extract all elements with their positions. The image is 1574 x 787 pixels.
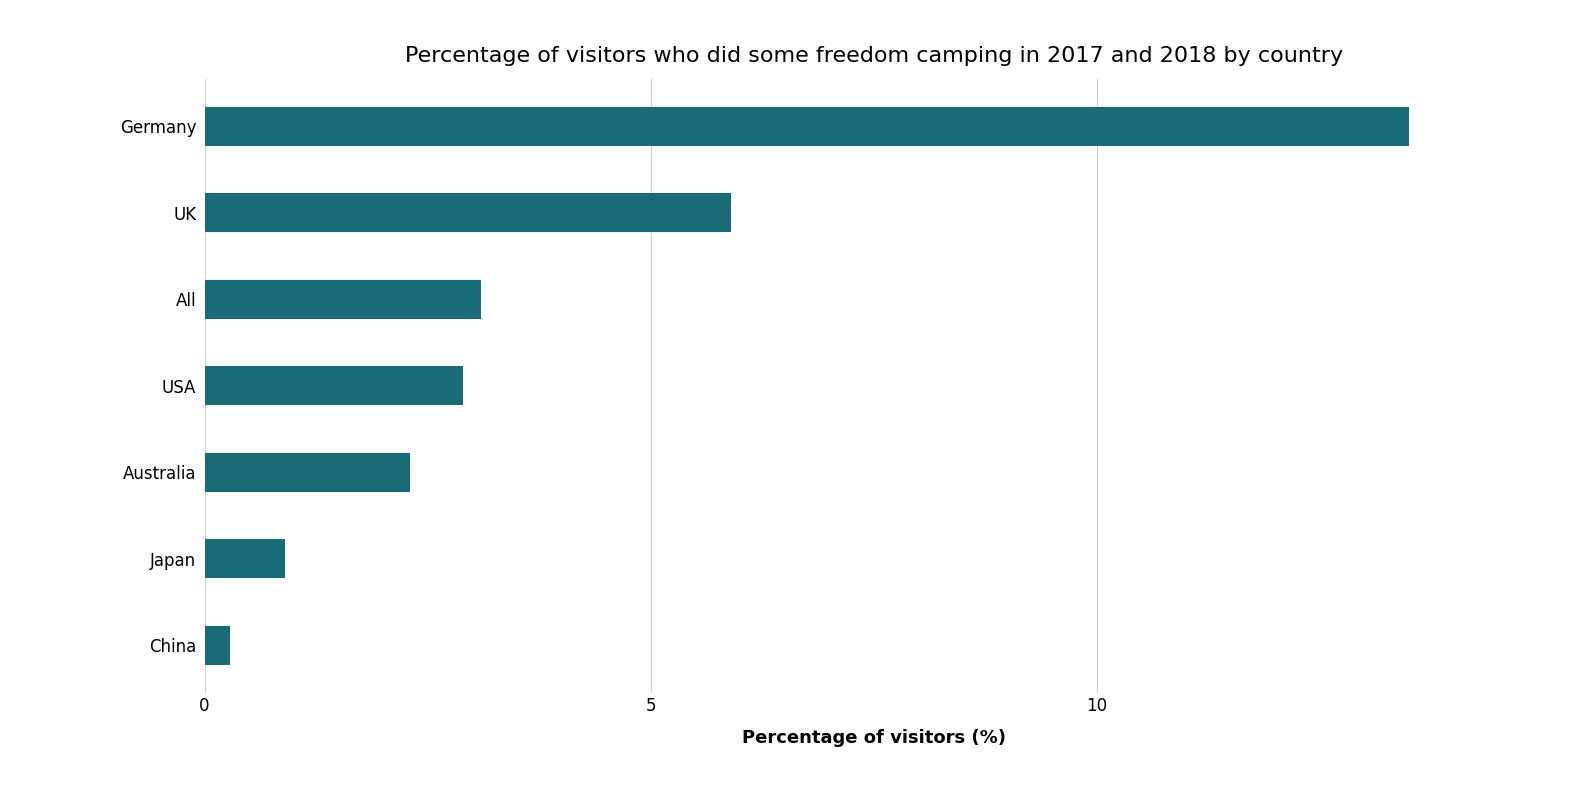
Title: Percentage of visitors who did some freedom camping in 2017 and 2018 by country: Percentage of visitors who did some free… xyxy=(405,46,1343,66)
Bar xyxy=(205,106,1409,146)
Bar xyxy=(205,453,409,492)
Bar xyxy=(205,193,730,232)
X-axis label: Percentage of visitors (%): Percentage of visitors (%) xyxy=(741,730,1006,748)
Bar xyxy=(205,539,285,578)
Bar xyxy=(205,626,230,665)
Bar xyxy=(205,279,482,319)
Bar xyxy=(205,366,463,405)
